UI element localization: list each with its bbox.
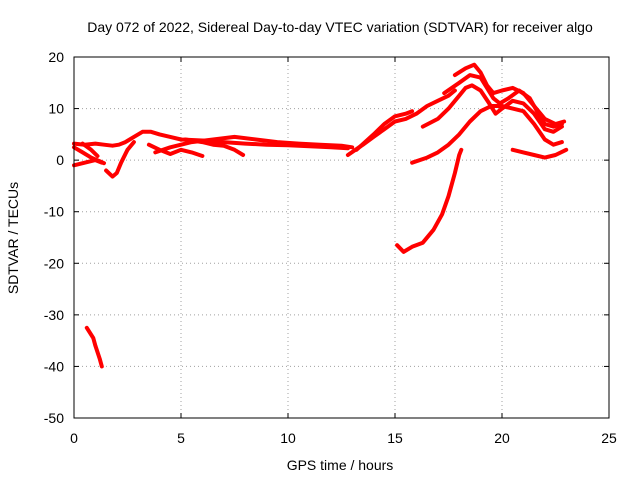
y-tick-label: 20: [48, 49, 64, 65]
series-line-arc-13: [452, 62, 567, 126]
series-line-arc-4: [80, 141, 100, 158]
x-tick-label: 5: [177, 430, 185, 446]
y-tick-label: -40: [44, 358, 64, 374]
series-line-arc-8: [153, 134, 355, 155]
series-line-arc-14: [410, 104, 564, 165]
y-tick-label: -20: [44, 255, 64, 271]
series-line-arc-3: [72, 129, 350, 151]
series-line-arc-2: [72, 158, 104, 168]
chart-title: Day 072 of 2022, Sidereal Day-to-day VTE…: [87, 19, 593, 35]
axis-ticks: 0 5 10 15 20 25 20 10 0 -10 -20 -30 -40 -50: [44, 49, 617, 446]
x-tick-label: 20: [494, 430, 510, 446]
series-line-arc-10: [354, 109, 415, 152]
y-tick-label: -50: [44, 410, 64, 426]
data-series: [72, 62, 569, 369]
series-line-arc-5: [104, 140, 136, 179]
x-axis-label: GPS time / hours: [287, 457, 394, 473]
x-tick-label: 10: [280, 430, 296, 446]
x-tick-label: 0: [70, 430, 78, 446]
series-line-arc-12: [442, 73, 564, 129]
series-line-arc-17: [84, 325, 104, 369]
y-tick-label: -30: [44, 307, 64, 323]
y-tick-label: 0: [56, 152, 64, 168]
y-tick-label: 10: [48, 101, 64, 117]
series-line-arc-11: [420, 83, 564, 134]
y-axis-label: SDTVAR / TECUs: [5, 182, 21, 294]
y-tick-label: -10: [44, 204, 64, 220]
x-tick-label: 15: [387, 430, 403, 446]
plot-frame: [73, 56, 610, 419]
series-line-arc-16: [395, 147, 464, 254]
series-line-arc-6: [146, 142, 205, 158]
series-line-arc-15: [510, 147, 569, 160]
x-tick-label: 25: [601, 430, 617, 446]
